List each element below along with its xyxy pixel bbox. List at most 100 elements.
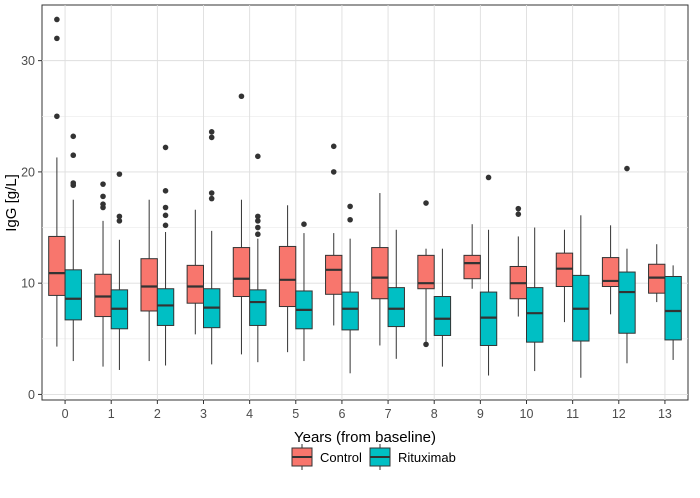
outlier-point (116, 218, 123, 224)
outlier-point (515, 211, 522, 217)
box-rituximab-year-9 (479, 174, 498, 376)
box-rituximab-year-3 (203, 129, 221, 365)
box-iqr (341, 291, 359, 331)
outlier-point (70, 180, 77, 186)
x-tick-label: 2 (154, 407, 161, 421)
box-groups (48, 16, 682, 378)
box-rituximab-year-11 (572, 215, 590, 378)
box-iqr (601, 257, 620, 288)
box-iqr (648, 263, 666, 294)
box-rituximab-year-4 (249, 153, 267, 363)
x-tick-label: 10 (520, 407, 534, 421)
box-rituximab-year-10 (526, 227, 544, 372)
outlier-point (162, 212, 169, 219)
box-control-year-7 (371, 193, 389, 346)
outlier-point (238, 93, 245, 100)
x-tick-label: 3 (200, 407, 207, 421)
box-control-year-4 (232, 93, 251, 355)
x-axis-label: Years (from baseline) (294, 429, 436, 446)
outlier-point (255, 153, 261, 160)
plot-panel (41, 4, 689, 401)
x-tick-label: 9 (477, 407, 484, 421)
y-tick-label: 0 (28, 388, 35, 402)
x-tick-label: 4 (246, 407, 253, 421)
x-tick-label: 0 (62, 407, 69, 421)
box-iqr (417, 254, 435, 290)
box-iqr (156, 288, 175, 326)
box-control-year-9 (463, 224, 481, 289)
x-tick-label: 11 (566, 407, 579, 421)
box-iqr (555, 252, 574, 288)
outlier-point (624, 165, 630, 172)
box-iqr (186, 264, 205, 304)
outlier-point (162, 222, 169, 229)
box-control-year-0 (48, 16, 66, 347)
outlier-point (208, 134, 215, 141)
outlier-point (301, 221, 307, 227)
outlier-point (116, 213, 123, 220)
box-rituximab-year-2 (156, 144, 175, 366)
outlier-point (162, 144, 169, 151)
box-control-year-5 (278, 205, 297, 353)
x-tick-label: 8 (431, 407, 438, 421)
x-tick-label: 7 (385, 407, 392, 421)
outlier-point (330, 143, 337, 150)
box-rituximab-year-6 (341, 203, 359, 374)
outlier-point (515, 205, 522, 212)
box-rituximab-year-0 (64, 133, 82, 362)
legend-label-control: Control (320, 450, 362, 465)
box-iqr (463, 254, 481, 280)
box-iqr (278, 245, 297, 308)
y-tick-label: 20 (21, 165, 35, 179)
box-iqr (387, 287, 405, 328)
outlier-point (255, 213, 261, 220)
box-control-year-1 (94, 181, 112, 367)
box-iqr (526, 287, 544, 343)
box-iqr (48, 235, 66, 296)
outlier-point (70, 133, 77, 140)
outlier-point (485, 174, 492, 181)
outlier-point (100, 181, 106, 187)
box-iqr (479, 291, 498, 346)
x-tick-label: 12 (612, 407, 626, 421)
outlier-point (330, 169, 337, 175)
box-rituximab-year-1 (110, 171, 129, 370)
box-rituximab-year-7 (387, 229, 405, 359)
outlier-point (100, 193, 106, 200)
box-iqr (371, 247, 389, 300)
box-control-year-3 (186, 209, 205, 335)
outlier-point (347, 216, 353, 223)
outlier-point (423, 341, 429, 348)
x-tick-label: 1 (108, 407, 115, 421)
box-control-year-8 (417, 200, 435, 348)
outlier-point (116, 171, 123, 177)
box-iqr (232, 247, 251, 298)
x-tick-label: 13 (658, 407, 672, 421)
box-rituximab-year-12 (618, 165, 636, 364)
x-tick-label: 6 (338, 407, 345, 421)
outlier-point (208, 190, 215, 196)
box-rituximab-year-13 (664, 265, 682, 360)
box-iqr (249, 289, 267, 326)
box-control-year-10 (509, 205, 528, 317)
outlier-point (255, 218, 261, 224)
outlier-point (54, 113, 60, 120)
legend: Control Rituximab (291, 444, 456, 470)
outlier-point (255, 231, 261, 238)
y-axis-label: IgG [g/L] (3, 174, 20, 232)
y-tick-label: 30 (21, 54, 35, 68)
outlier-point (208, 129, 215, 135)
box-iqr (64, 269, 82, 321)
box-iqr (664, 275, 682, 341)
outlier-point (54, 35, 60, 42)
box-control-year-6 (325, 143, 343, 326)
outlier-point (208, 195, 215, 202)
outlier-point (70, 152, 77, 159)
outlier-point (423, 200, 429, 206)
outlier-point (162, 204, 169, 211)
outlier-point (162, 188, 169, 194)
box-iqr (618, 271, 636, 334)
box-iqr (325, 254, 343, 295)
